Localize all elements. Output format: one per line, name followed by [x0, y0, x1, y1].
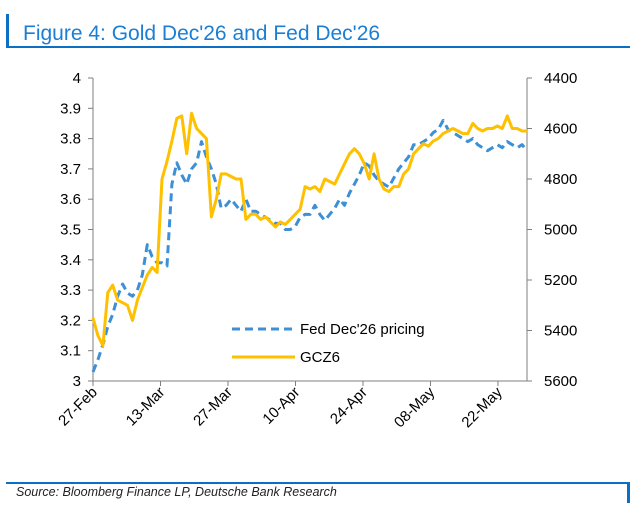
chart-title: Figure 4: Gold Dec'26 and Fed Dec'26 [23, 22, 381, 45]
left-tick-label: 3.1 [60, 343, 81, 360]
right-tick-label: 5000 [544, 222, 577, 239]
legend-label-gold: GCZ6 [300, 349, 340, 366]
title-bar: Figure 4: Gold Dec'26 and Fed Dec'26 [6, 14, 630, 48]
left-tick-label: 3.4 [60, 252, 81, 269]
right-tick-label: 5600 [544, 373, 577, 390]
right-tick-label: 4600 [544, 121, 577, 138]
x-tick-label: 27-Mar [190, 384, 236, 430]
x-tick-label: 10-Apr [259, 384, 303, 428]
left-tick-label: 3.5 [60, 222, 81, 239]
x-tick-label: 27-Feb [55, 384, 101, 430]
legend: Fed Dec'26 pricing GCZ6 [232, 321, 425, 366]
right-tick-label: 5400 [544, 323, 577, 340]
series-line-gold [91, 111, 527, 348]
x-tick-label: 22-May [458, 383, 506, 431]
source-note: Source: Bloomberg Finance LP, Deutsche B… [16, 485, 337, 499]
left-tick-label: 3.7 [60, 161, 81, 178]
left-tick-label: 3.3 [60, 282, 81, 299]
left-tick-label: 3.6 [60, 191, 81, 208]
x-tick-label: 24-Apr [327, 384, 371, 428]
series-line-fed [91, 118, 529, 373]
series-lines [91, 111, 529, 373]
left-tick-label: 3 [73, 373, 81, 390]
x-tick-label: 08-May [391, 383, 439, 431]
x-tick-label: 13-Mar [123, 384, 169, 430]
left-tick-label: 4 [73, 70, 81, 87]
axes: 3 3.1 3.2 3.3 3.4 3.5 3.6 3.7 3.8 3.9 4 4400 4600 480… [55, 70, 577, 431]
right-tick-label: 4400 [544, 70, 577, 87]
right-tick-label: 5200 [544, 272, 577, 289]
footer-rule [6, 482, 630, 503]
left-tick-label: 3.9 [60, 100, 81, 117]
left-tick-label: 3.8 [60, 131, 81, 148]
legend-label-fed: Fed Dec'26 pricing [300, 321, 425, 338]
right-tick-label: 4800 [544, 171, 577, 188]
left-tick-label: 3.2 [60, 312, 81, 329]
